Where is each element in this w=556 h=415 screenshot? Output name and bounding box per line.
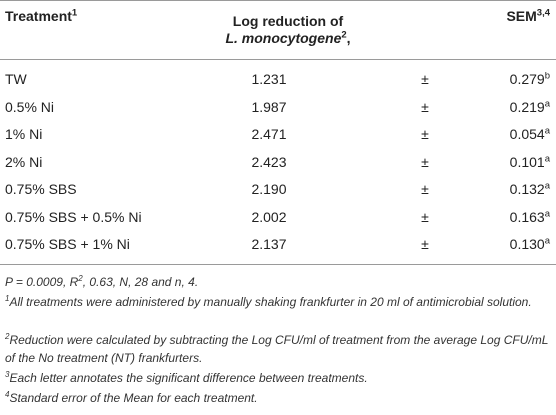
header-log-reduction: Log reduction of L. monocytogene2, [225,13,351,46]
row-plus-minus: ± [421,181,429,197]
row-plus-minus: ± [421,99,429,115]
row-plus-minus: ± [421,154,429,170]
footnote-4: 4Standard error of the Mean for each tre… [5,390,258,406]
row-sem: 0.130a [486,236,550,253]
row-sem: 0.279b [486,71,550,88]
row-sem: 0.101a [486,154,550,171]
row-plus-minus: ± [421,209,429,225]
row-log-reduction: 2.002 [251,209,287,225]
sem-value: 0.219 [509,99,545,115]
bottom-rule [0,264,556,265]
sem-value: 0.130 [509,236,545,252]
row-log-reduction: 2.471 [251,126,287,142]
significance-letter: a [544,180,550,192]
footnote-3: 3Each letter annotates the significant d… [5,370,368,386]
row-treatment: 1% Ni [5,126,43,142]
header-rule [0,59,556,60]
row-log-reduction: 1.987 [251,99,287,115]
sem-value: 0.054 [509,126,545,142]
top-rule [0,0,556,1]
row-treatment: 0.5% Ni [5,99,55,115]
row-sem: 0.163a [486,209,550,226]
row-plus-minus: ± [421,236,429,252]
row-log-reduction: 1.231 [251,71,287,87]
footnote-2: 2Reduction were calculated by subtractin… [5,332,549,366]
row-treatment: 0.75% SBS [5,181,77,197]
row-treatment: 2% Ni [5,154,43,170]
significance-letter: a [544,125,550,137]
row-treatment: TW [5,71,27,87]
sem-value: 0.163 [509,209,545,225]
row-log-reduction: 2.190 [251,181,287,197]
row-sem: 0.219a [486,99,550,116]
significance-letter: b [544,70,550,82]
significance-letter: a [544,153,550,165]
row-plus-minus: ± [421,71,429,87]
row-log-reduction: 2.423 [251,154,287,170]
sem-value: 0.132 [509,181,545,197]
sem-value: 0.279 [509,71,545,87]
row-sem: 0.132a [486,181,550,198]
header-sem: SEM3,4 [506,7,550,24]
header-treatment: Treatment1 [5,7,78,24]
row-treatment: 0.75% SBS + 1% Ni [5,236,130,252]
footnote-1: 1All treatments were administered by man… [5,294,532,310]
row-treatment: 0.75% SBS + 0.5% Ni [5,209,142,225]
footnote-statistics: P = 0.0009, R2, 0.63, N, 28 and n, 4. [5,274,199,290]
significance-letter: a [544,235,550,247]
significance-letter: a [544,208,550,220]
row-log-reduction: 2.137 [251,236,287,252]
row-sem: 0.054a [486,126,550,143]
row-plus-minus: ± [421,126,429,142]
sem-value: 0.101 [509,154,545,170]
significance-letter: a [544,98,550,110]
